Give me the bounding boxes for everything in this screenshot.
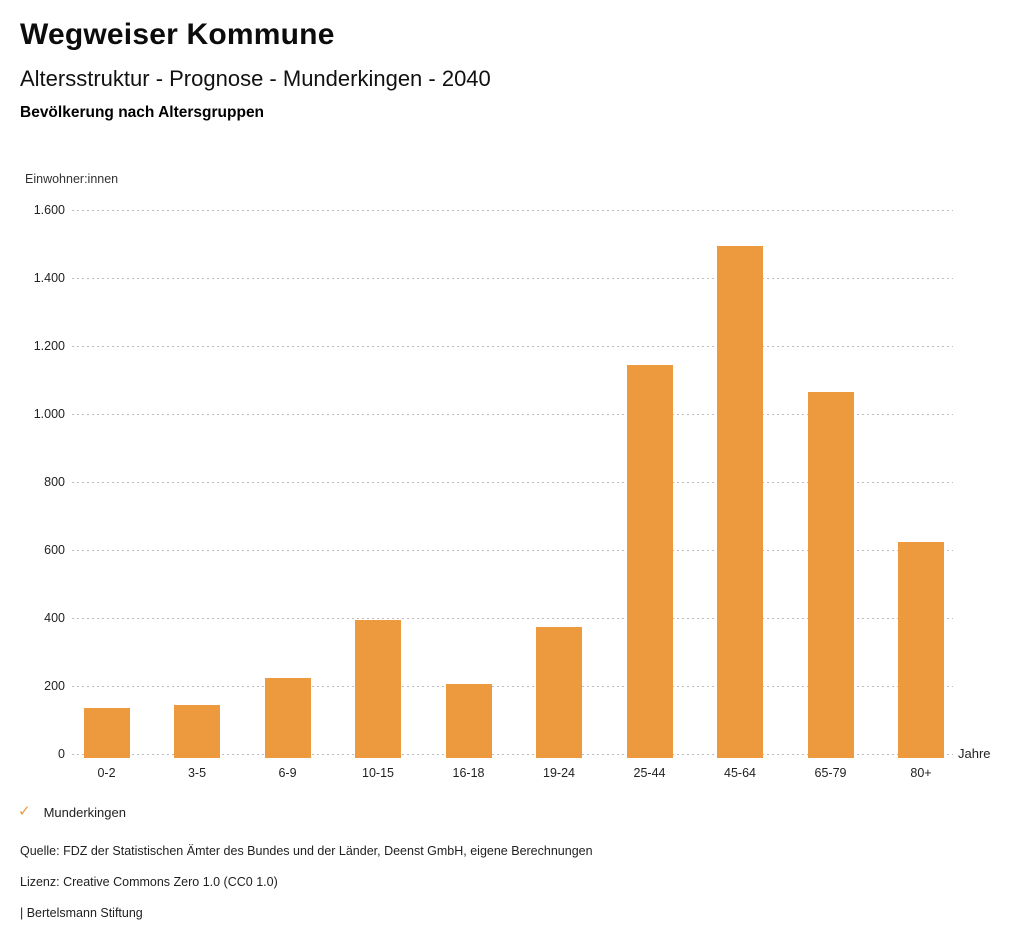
y-tick-label: 1.000 bbox=[33, 407, 65, 421]
x-tick-label-3-5: 3-5 bbox=[187, 766, 207, 780]
x-tick-label-19-24: 19-24 bbox=[543, 766, 575, 780]
y-axis-label: Einwohner:innen bbox=[25, 172, 119, 186]
bar-65-79[interactable] bbox=[807, 391, 854, 758]
bar-0-2[interactable] bbox=[83, 708, 130, 758]
x-tick-label-80+: 80+ bbox=[910, 766, 932, 780]
gridline-y-200 bbox=[72, 686, 953, 687]
y-tick-label: 1.200 bbox=[33, 339, 65, 353]
legend-item-munderkingen[interactable]: ✓ Munderkingen bbox=[18, 803, 126, 821]
bar-80+[interactable] bbox=[898, 541, 944, 758]
y-tick-label: 0 bbox=[58, 747, 65, 761]
x-tick-label-10-15: 10-15 bbox=[362, 766, 394, 780]
page-title: Wegweiser Kommune bbox=[20, 18, 335, 51]
attribution-text: | Bertelsmann Stiftung bbox=[20, 906, 143, 920]
bar-45-64[interactable] bbox=[717, 245, 763, 758]
x-tick-label-6-9: 6-9 bbox=[278, 766, 297, 780]
gridline-y-600 bbox=[72, 550, 953, 551]
chart-subtitle: Altersstruktur - Prognose - Munderkingen… bbox=[20, 66, 491, 91]
gridline-y-1.000 bbox=[72, 414, 953, 415]
bar-19-24[interactable] bbox=[536, 626, 582, 758]
bar-10-15[interactable] bbox=[355, 619, 401, 758]
x-tick-label-0-2: 0-2 bbox=[97, 766, 116, 780]
bar-6-9[interactable] bbox=[264, 677, 311, 758]
y-tick-label: 800 bbox=[44, 475, 65, 489]
y-tick-label: 400 bbox=[44, 611, 65, 625]
gridline-y-0 bbox=[72, 754, 953, 755]
x-axis-label: Jahre bbox=[958, 746, 991, 761]
x-tick-label-16-18: 16-18 bbox=[452, 766, 485, 780]
bar-3-5[interactable] bbox=[174, 704, 220, 758]
bar-25-44[interactable] bbox=[626, 364, 673, 758]
license-text: Lizenz: Creative Commons Zero 1.0 (CC0 1… bbox=[20, 875, 278, 889]
y-tick-label: 200 bbox=[44, 679, 65, 693]
y-tick-label: 600 bbox=[44, 543, 65, 557]
gridline-y-800 bbox=[72, 482, 953, 483]
x-tick-label-65-79: 65-79 bbox=[814, 766, 847, 780]
y-tick-label: 1.400 bbox=[33, 271, 65, 285]
gridline-y-400 bbox=[72, 618, 953, 619]
y-tick-label: 1.600 bbox=[33, 203, 65, 217]
gridline-y-1.600 bbox=[72, 210, 953, 211]
bar-16-18[interactable] bbox=[445, 684, 492, 758]
gridline-y-1.200 bbox=[72, 346, 953, 347]
gridline-y-1.400 bbox=[72, 278, 953, 279]
legend-label: Munderkingen bbox=[43, 804, 126, 820]
x-tick-label-25-44: 25-44 bbox=[633, 766, 666, 780]
check-icon: ✓ bbox=[18, 803, 31, 820]
source-text: Quelle: FDZ der Statistischen Ämter des … bbox=[20, 844, 593, 858]
chart-caption: Bevölkerung nach Altersgruppen bbox=[20, 104, 265, 121]
x-tick-label-45-64: 45-64 bbox=[724, 766, 756, 780]
